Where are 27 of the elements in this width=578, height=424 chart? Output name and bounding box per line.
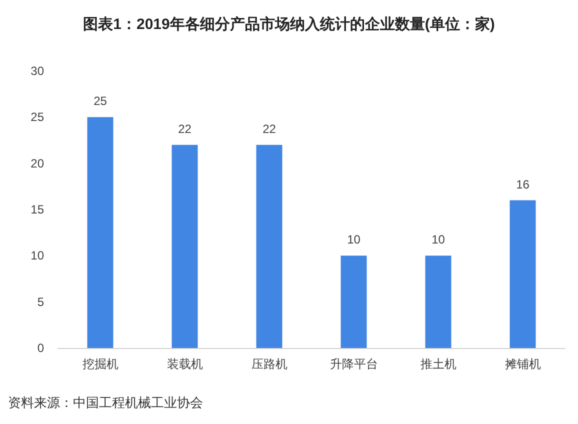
data-label: 10 [432, 232, 446, 247]
data-label: 25 [94, 94, 108, 108]
bar [256, 144, 282, 348]
y-tick-label: 10 [30, 248, 44, 263]
data-label: 10 [347, 232, 361, 247]
y-tick-label: 30 [30, 64, 44, 78]
data-label: 22 [262, 122, 276, 136]
chart-title: 图表1：2019年各细分产品市场纳入统计的企业数量(单位：家) [83, 15, 495, 33]
y-tick-label: 15 [30, 202, 44, 216]
y-tick-label: 25 [30, 110, 44, 124]
y-tick-label: 20 [30, 156, 44, 170]
y-tick-label: 5 [37, 294, 44, 309]
x-tick-label: 摊铺机 [504, 357, 541, 371]
bar [340, 256, 367, 348]
data-label: 16 [516, 177, 530, 192]
x-tick-label: 挖掘机 [82, 357, 118, 371]
bar [425, 256, 452, 348]
x-tick-label: 压路机 [251, 357, 288, 371]
bar [172, 144, 198, 348]
data-label: 22 [178, 122, 192, 136]
bar [87, 117, 114, 348]
y-tick-label: 0 [37, 341, 44, 355]
x-tick-label: 推土机 [420, 357, 456, 371]
x-tick-label: 装载机 [166, 357, 203, 371]
text: 资料来源：中国工程机械工业协会 [8, 395, 203, 410]
x-tick-label: 升降平台 [330, 357, 378, 371]
bar [510, 200, 536, 348]
